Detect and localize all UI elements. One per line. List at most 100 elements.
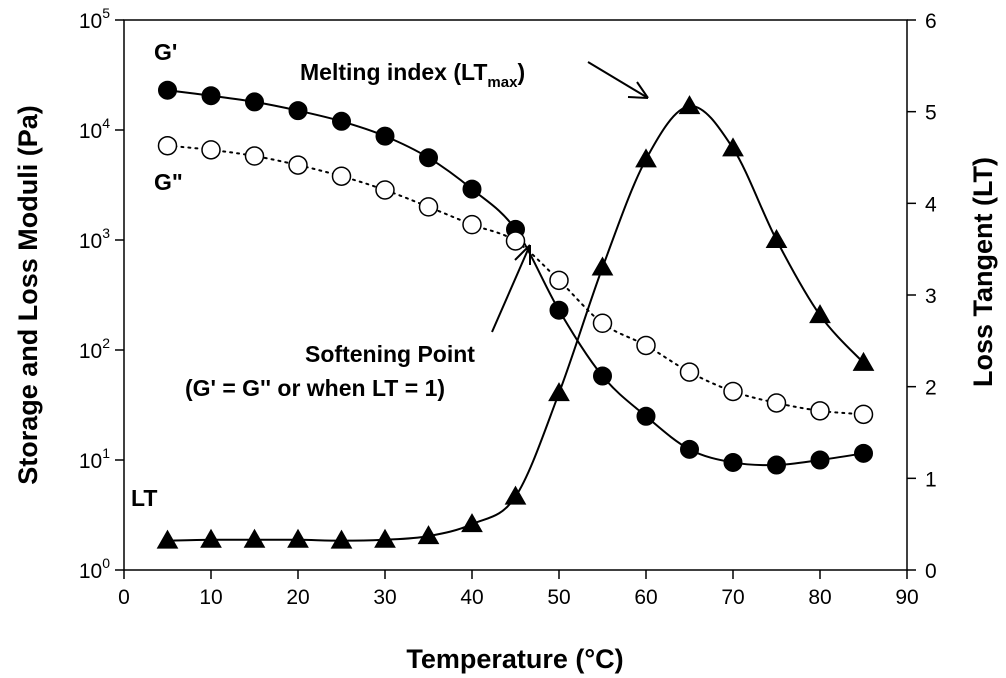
y-left-tick-label: 104 [79, 115, 110, 143]
y-right-tick-label: 1 [925, 468, 937, 491]
y-axis-right-title: Loss Tangent (LT) [968, 157, 998, 387]
x-tick-label: 50 [547, 586, 570, 609]
data-point [200, 528, 222, 548]
data-point [332, 111, 351, 131]
y-right-tick-label: 2 [925, 377, 937, 400]
data-point [375, 180, 395, 200]
series-label-g-prime: G' [154, 39, 177, 65]
y-axis-right: 0 1 2 3 4 5 6 [907, 10, 937, 583]
series-label-lt: LT [131, 485, 157, 511]
data-point [375, 126, 395, 146]
data-point [330, 529, 353, 549]
data-point [765, 228, 788, 248]
melting-index-text: Melting index (LT [300, 59, 487, 85]
data-point [243, 528, 266, 548]
data-point [679, 362, 700, 382]
x-axis: 0 10 20 30 40 50 60 70 80 90 [118, 570, 919, 609]
tick-exponent: 4 [102, 115, 110, 131]
y-left-tick-label: 100 [79, 555, 110, 583]
data-point [766, 393, 787, 413]
data-point [548, 382, 570, 402]
data-point [723, 381, 743, 402]
x-tick-label: 30 [373, 586, 396, 609]
series-lt [156, 95, 875, 549]
y-right-tick-label: 3 [925, 285, 937, 308]
data-point [809, 304, 831, 324]
data-point [854, 443, 873, 463]
data-point [680, 439, 699, 459]
data-point [636, 335, 656, 356]
melting-index-subscript: max [487, 74, 518, 91]
data-point [461, 513, 483, 533]
x-tick-label: 60 [634, 586, 657, 609]
tick-exponent: 1 [102, 445, 110, 461]
data-point [245, 92, 264, 112]
data-point [156, 529, 179, 549]
x-tick-label: 0 [118, 586, 130, 609]
y-left-tick-label: 102 [79, 335, 110, 363]
series-label-g-double-prime: G" [154, 169, 183, 195]
tick-exponent: 0 [102, 555, 110, 571]
data-point [201, 86, 221, 106]
melting-index-label: Melting index (LTmax) [300, 59, 525, 91]
data-point [244, 146, 265, 166]
y-left-tick-label: 101 [79, 445, 110, 473]
x-tick-label: 70 [721, 586, 744, 609]
data-point [287, 528, 309, 548]
x-axis-title: Temperature (°C) [406, 644, 623, 674]
data-point [417, 525, 440, 545]
data-point [591, 256, 614, 276]
data-point [418, 197, 439, 217]
y-left-tick-label: 105 [79, 5, 110, 33]
y-right-tick-label: 5 [925, 102, 937, 125]
softening-point-label: Softening Point [305, 341, 475, 367]
tick-exponent: 5 [102, 5, 110, 21]
y-right-tick-label: 4 [925, 193, 937, 216]
data-point [201, 140, 221, 160]
data-point [723, 452, 743, 472]
y-right-tick-label: 6 [925, 10, 937, 33]
tick-exponent: 3 [102, 225, 110, 241]
y-right-tick-label: 0 [925, 560, 937, 583]
annotations: G' G" LT Melting index (LTmax) Softening… [131, 39, 649, 511]
data-point [678, 95, 701, 115]
data-point [462, 214, 482, 235]
softening-point-condition: (G' = G'' or when LT = 1) [185, 375, 445, 401]
tick-base: 10 [79, 340, 102, 363]
tick-base: 10 [79, 230, 102, 253]
x-tick-label: 10 [199, 586, 222, 609]
data-point [462, 179, 482, 199]
data-point [810, 450, 830, 470]
y-axis-left-title: Storage and Loss Moduli (Pa) [13, 105, 43, 485]
data-point [767, 455, 786, 475]
series-g-double-prime [157, 135, 874, 425]
data-point [636, 406, 656, 426]
tick-exponent: 2 [102, 335, 110, 351]
data-point [504, 485, 527, 505]
data-point [810, 401, 830, 421]
data-point [157, 135, 178, 156]
tick-base: 10 [79, 560, 102, 583]
tick-base: 10 [79, 10, 102, 33]
tick-base: 10 [79, 120, 102, 143]
series-layer [156, 80, 875, 549]
data-point [722, 137, 744, 157]
y-left-tick-label: 103 [79, 225, 110, 253]
data-point [853, 404, 874, 425]
data-point [635, 148, 657, 168]
x-tick-label: 40 [460, 586, 483, 609]
data-point [288, 155, 308, 175]
tick-base: 10 [79, 450, 102, 473]
x-tick-label: 90 [895, 586, 918, 609]
x-tick-label: 80 [808, 586, 831, 609]
data-point [593, 366, 612, 386]
melting-index-arrow [587, 61, 649, 99]
data-point [331, 166, 352, 186]
data-point [374, 528, 396, 548]
series-line [167, 105, 865, 542]
data-point [549, 300, 569, 320]
melting-index-close: ) [517, 59, 525, 85]
x-tick-label: 20 [286, 586, 309, 609]
